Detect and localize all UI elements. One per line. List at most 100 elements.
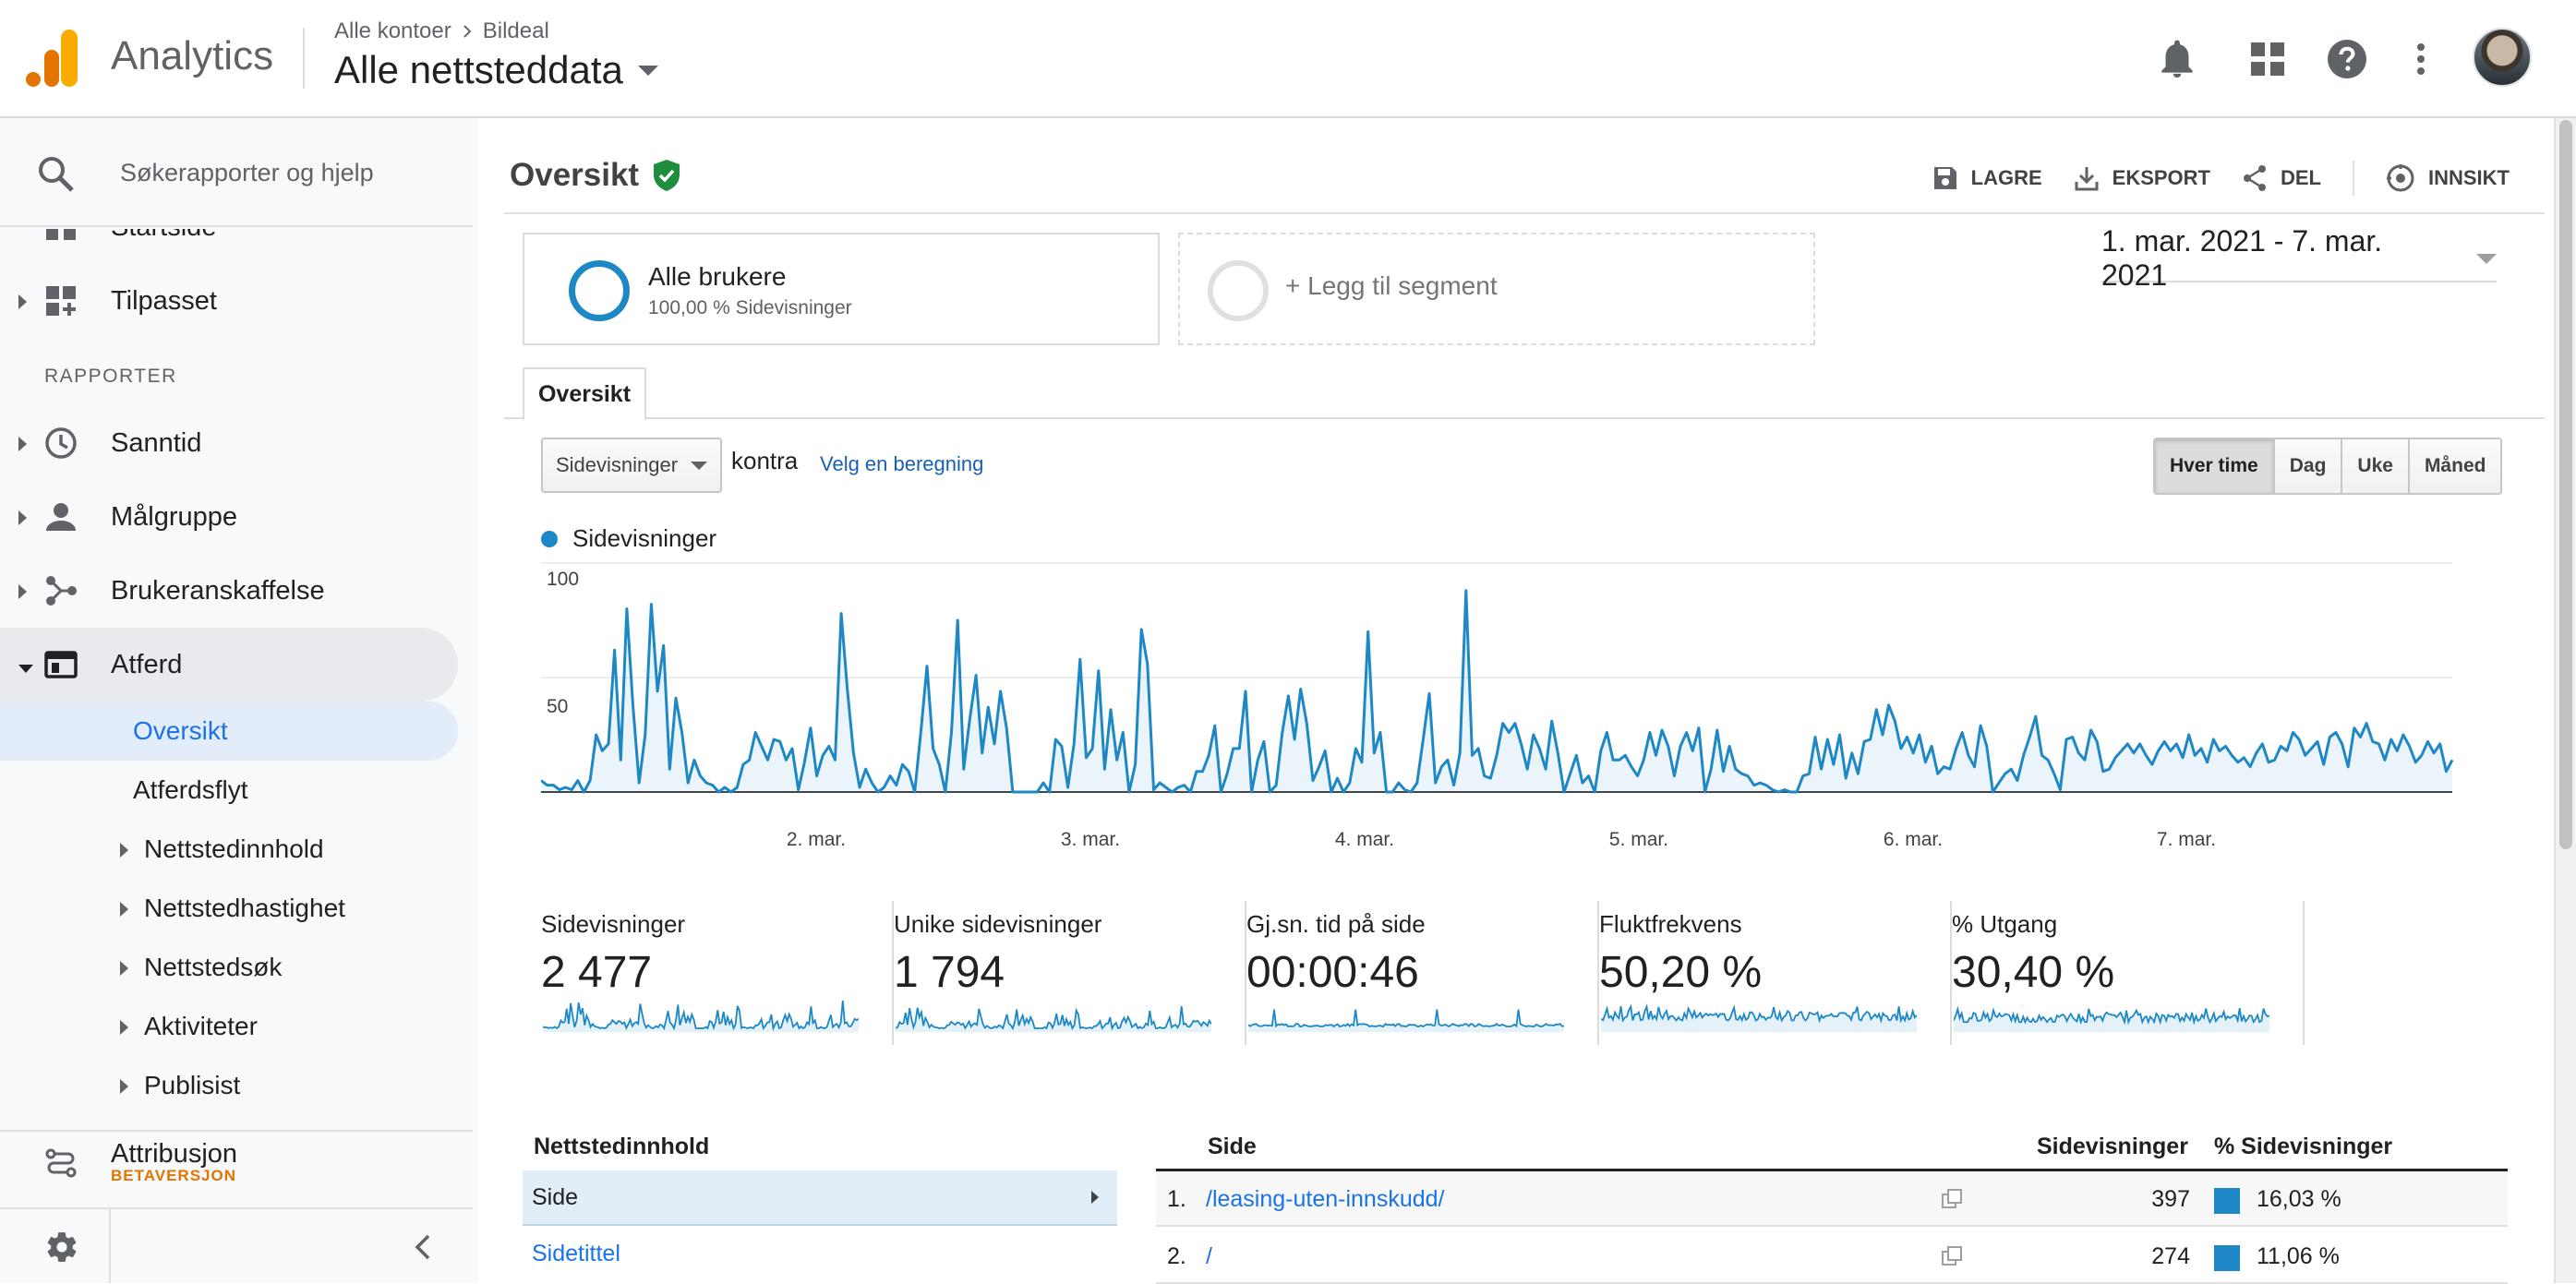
person-icon [46, 503, 76, 531]
sidebar-item-audience-label: Målgruppe [111, 501, 238, 532]
beta-badge: BETAVERSJON [111, 1167, 237, 1184]
kpi-pageviews[interactable]: Sidevisninger 2 477 [541, 901, 894, 1045]
footer-divider [109, 1209, 111, 1283]
caret-right-icon [120, 1020, 128, 1035]
kpi-sparkline [543, 1001, 859, 1032]
page-link[interactable]: / [1206, 1243, 1212, 1269]
save-button[interactable]: LAGRE [1932, 165, 2042, 191]
analytics-logo[interactable] [26, 30, 79, 87]
insights-button[interactable]: INNSIKT [2386, 163, 2510, 193]
collapse-sidebar-icon[interactable] [414, 1233, 432, 1261]
sidebar-item-acquisition[interactable]: Brukeranskaffelse [0, 554, 458, 628]
open-in-new-icon[interactable] [1941, 1245, 1963, 1267]
sidebar-subitem-events[interactable]: Aktiviteter [0, 997, 458, 1056]
sidebar-item-home-partial[interactable]: Startside [0, 229, 473, 242]
sidebar-subitem-site-search[interactable]: Nettstedsøk [0, 938, 458, 997]
add-segment-button[interactable]: + Legg til segment [1178, 233, 1815, 345]
select-metric-link[interactable]: Velg en beregning [820, 452, 984, 475]
column-header-pageviews[interactable]: Sidevisninger [2037, 1134, 2188, 1159]
breadcrumb[interactable]: Alle kontoer Bildeal [334, 18, 549, 44]
behavior-icon [44, 651, 78, 678]
page-link[interactable]: /leasing-uten-innskudd/ [1206, 1186, 1445, 1212]
sidebar-subitem-behavior-flow[interactable]: Atferdsflyt [0, 761, 458, 820]
metric-selector[interactable]: Sidevisninger [541, 438, 722, 493]
bell-icon[interactable] [2151, 33, 2203, 85]
save-label: LAGRE [1970, 166, 2042, 189]
sidebar-item-attribution[interactable]: Attribusjon [0, 1134, 458, 1196]
metric-selector-value: Sidevisninger [556, 453, 679, 476]
percent-bar [2214, 1245, 2240, 1271]
report-actions: LAGRE EKSPORT DEL INNSIKT [1932, 161, 2510, 196]
open-in-new-icon[interactable] [1941, 1188, 1963, 1210]
kpi-avg-time-on-page[interactable]: Gj.sn. tid på side 00:00:46 [1246, 901, 1599, 1045]
kpi-unique-pageviews[interactable]: Unike sidevisninger 1 794 [894, 901, 1246, 1045]
kpi-value: 50,20 % [1599, 948, 1763, 997]
kpi-value: 1 794 [894, 948, 1005, 997]
property-selector[interactable]: Alle nettsteddata [334, 48, 658, 92]
kpi-label: % Utgang [1952, 910, 2058, 938]
acquisition-icon [46, 576, 77, 606]
sparkline-line [896, 1005, 1211, 1031]
kpi-bounce-rate[interactable]: Fluktfrekvens 50,20 % [1599, 901, 1952, 1045]
avatar[interactable] [2473, 28, 2532, 87]
sidebar-subitem-overview-label: Oversikt [133, 716, 228, 745]
sidebar-subitem-publisher-label: Publisist [144, 1071, 241, 1099]
dimension-page[interactable]: Side [523, 1170, 1117, 1226]
chart-legend: Sidevisninger [541, 524, 716, 553]
date-range-picker[interactable]: 1. mar. 2021 - 7. mar. 2021 [2101, 224, 2497, 292]
column-header-page[interactable]: Side [1208, 1134, 1257, 1159]
kpi-sparkline [896, 1005, 1211, 1032]
table-row: 2. / 274 11,06 % [1156, 1229, 2508, 1284]
legend-label: Sidevisninger [572, 524, 717, 552]
page-scrollbar[interactable] [2554, 118, 2576, 1283]
granularity-day[interactable]: Dag [2272, 439, 2341, 493]
granularity-week[interactable]: Uke [2341, 439, 2408, 493]
more-vert-icon[interactable] [2395, 33, 2447, 85]
caret-right-icon [120, 1079, 128, 1094]
insights-icon [2387, 164, 2414, 192]
table-row: 1. /leasing-uten-innskudd/ 397 16,03 % [1156, 1171, 2508, 1227]
dimension-page-title-label[interactable]: Sidetittel [532, 1240, 620, 1266]
add-segment-label: + Legg til segment [1285, 271, 1498, 300]
export-button[interactable]: EKSPORT [2074, 165, 2210, 191]
sidebar-item-audience[interactable]: Målgruppe [0, 480, 458, 554]
granularity-hourly[interactable]: Hver time [2155, 439, 2273, 493]
property-name: Alle nettsteddata [334, 48, 623, 91]
column-header-pageviews-pct[interactable]: % Sidevisninger [2214, 1134, 2393, 1159]
sidebar-item-custom[interactable]: Tilpasset [0, 264, 458, 338]
share-button[interactable]: DEL [2242, 164, 2321, 192]
pageviews-chart[interactable] [541, 550, 2462, 799]
caret-right-icon [120, 902, 128, 917]
kpi-sparkline [1601, 1003, 1917, 1032]
series-line-sidevisninger[interactable] [541, 589, 2454, 794]
sidebar-subitem-site-speed[interactable]: Nettstedhastighet [0, 879, 458, 938]
kpi-exit-rate[interactable]: % Utgang 30,40 % [1952, 901, 2305, 1045]
sidebar-subitem-publisher[interactable]: Publisist [0, 1056, 458, 1115]
scrollbar-thumb[interactable] [2559, 120, 2572, 849]
app-name: Analytics [111, 33, 274, 78]
apps-grid-icon[interactable] [2242, 33, 2293, 85]
sidebar-subitem-overview[interactable]: Oversikt [0, 702, 458, 761]
sparkline-area [1601, 1006, 1917, 1032]
sidebar-item-behavior[interactable]: Atferd [0, 628, 458, 702]
help-icon[interactable] [2321, 33, 2373, 85]
top-header: Analytics Alle kontoer Bildeal Alle nett… [0, 0, 2576, 118]
caret-right-icon [18, 436, 27, 451]
segment-all-users[interactable]: Alle brukere 100,00 % Sidevisninger [523, 233, 1160, 345]
breadcrumb-account-root[interactable]: Alle kontoer [334, 18, 451, 43]
dropdown-arrow-icon [691, 461, 707, 470]
insights-label: INNSIKT [2428, 166, 2510, 189]
breadcrumb-account[interactable]: Bildeal [482, 18, 549, 43]
sidebar-subitem-site-content[interactable]: Nettstedinnhold [0, 820, 458, 879]
granularity-month[interactable]: Måned [2407, 439, 2501, 493]
sidebar-search[interactable]: Søkerapporter og hjelp [0, 118, 473, 227]
sidebar-item-custom-label: Tilpasset [111, 285, 217, 316]
export-label: EKSPORT [2112, 166, 2210, 189]
gear-icon[interactable] [44, 1230, 79, 1265]
sidebar-item-realtime[interactable]: Sanntid [0, 406, 458, 480]
dimension-page-label: Side [532, 1183, 579, 1210]
search-input[interactable]: Søkerapporter og hjelp [120, 159, 374, 186]
tab-overview[interactable]: Oversikt [523, 367, 646, 421]
segment-ring-icon [569, 260, 630, 321]
dimension-page-title[interactable]: Sidetittel [523, 1226, 1117, 1281]
